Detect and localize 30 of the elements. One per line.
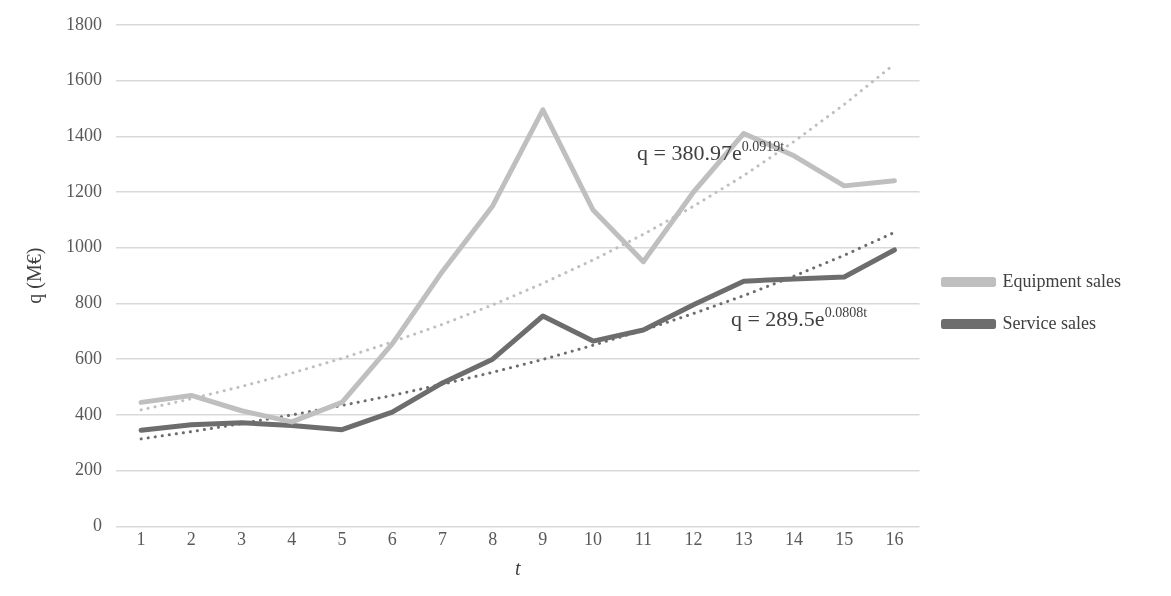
y-tick-label: 400 — [75, 403, 102, 424]
x-tick-label: 8 — [488, 528, 498, 549]
y-tick-label: 1200 — [66, 180, 102, 201]
x-tick-label: 7 — [437, 528, 447, 549]
x-tick-label: 1 — [136, 528, 146, 549]
x-tick-label: 6 — [387, 528, 397, 549]
y-axis-title: q (M€) — [23, 247, 47, 304]
y-tick-label: 800 — [75, 292, 102, 313]
y-tick-label: 1000 — [66, 236, 102, 257]
y-tick-label: 200 — [75, 459, 102, 480]
y-tick-label: 0 — [93, 515, 102, 536]
x-tick-label: 15 — [835, 528, 854, 549]
x-tick-label: 16 — [885, 528, 904, 549]
x-tick-label: 5 — [337, 528, 347, 549]
y-tick-label: 1800 — [66, 13, 102, 34]
x-tick-label: 3 — [237, 528, 247, 549]
y-tick-label: 1600 — [66, 69, 102, 90]
x-tick-label: 13 — [734, 528, 753, 549]
x-tick-label: 11 — [634, 528, 652, 549]
y-tick-label: 600 — [75, 347, 102, 368]
x-tick-label: 9 — [538, 528, 548, 549]
legend-label: Service sales — [1002, 312, 1096, 333]
x-tick-label: 4 — [287, 528, 297, 549]
legend-label: Equipment sales — [1002, 270, 1122, 291]
x-tick-label: 10 — [584, 528, 603, 549]
x-tick-label: 14 — [784, 528, 803, 549]
x-tick-label: 2 — [186, 528, 196, 549]
x-tick-label: 12 — [684, 528, 703, 549]
y-tick-label: 1400 — [66, 125, 102, 145]
x-axis-title: t — [514, 557, 521, 580]
